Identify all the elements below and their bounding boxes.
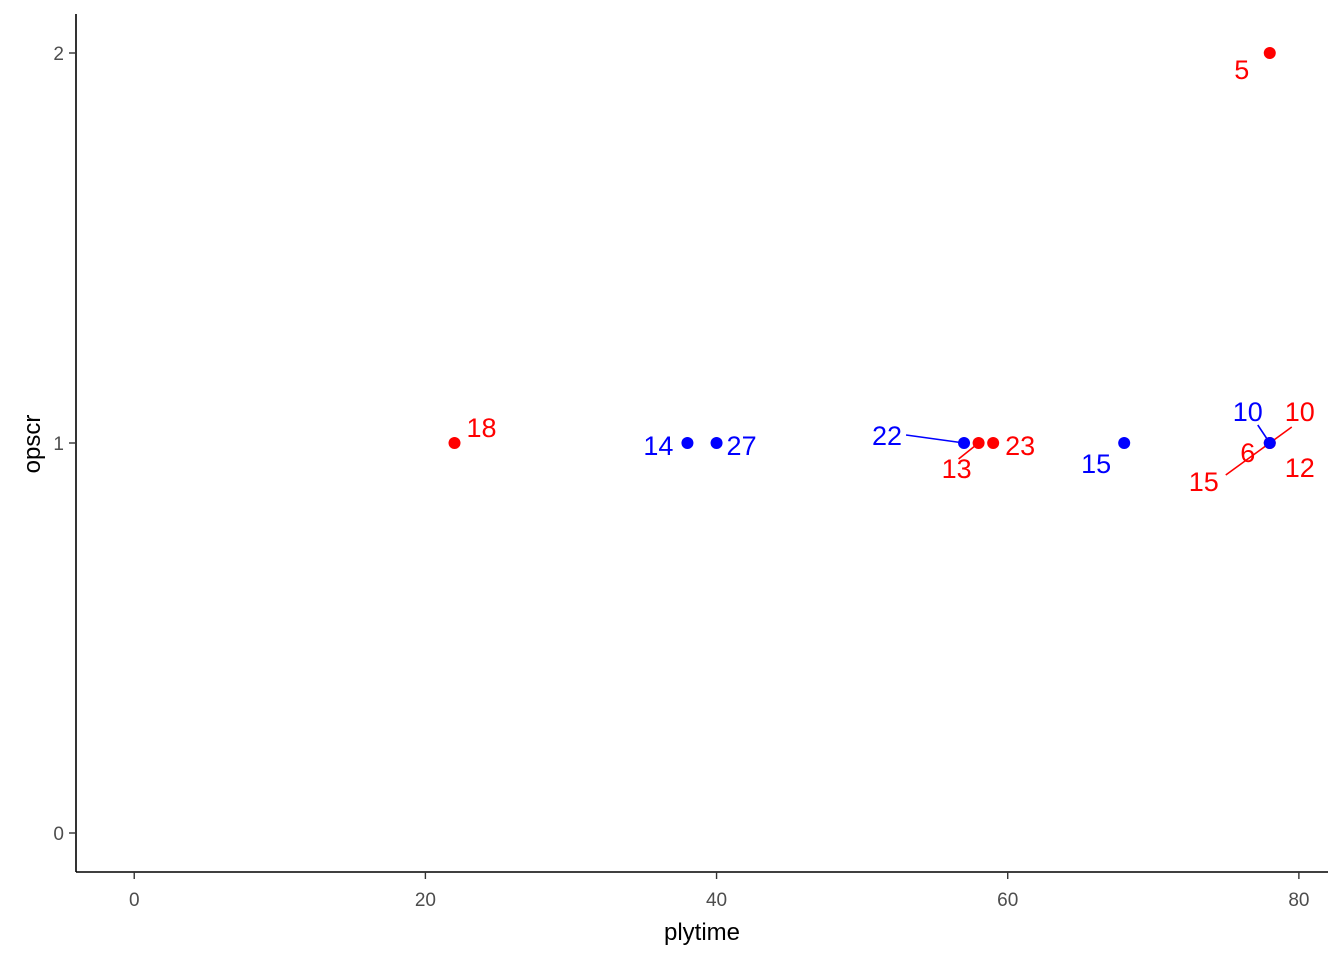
data-point [1118, 437, 1131, 449]
data-point [958, 437, 971, 449]
x-tick-label: 0 [129, 890, 140, 911]
y-tick-label: 0 [53, 824, 64, 845]
point-label: 27 [727, 431, 757, 461]
x-axis-title: plytime [664, 919, 740, 946]
points-layer [448, 47, 1276, 449]
x-tick-label: 40 [706, 890, 727, 911]
point-label: 22 [872, 421, 902, 451]
label-leader-line [1225, 442, 1271, 476]
point-labels-layer: 5 18 14 27 22 13 23 15 10 10 6 15 12 [467, 55, 1315, 497]
point-label: 12 [1285, 453, 1315, 483]
point-label: 5 [1234, 55, 1249, 85]
point-label: 6 [1240, 438, 1255, 468]
y-tick-label: 1 [53, 434, 64, 455]
label-leader-line [905, 434, 965, 444]
data-point [987, 437, 1000, 449]
x-tick-label: 20 [415, 890, 436, 911]
point-label: 23 [1005, 431, 1035, 461]
point-label: 15 [1189, 467, 1219, 497]
point-label: 18 [467, 413, 497, 443]
point-label: 15 [1081, 449, 1111, 479]
y-tick-label: 2 [53, 44, 64, 65]
point-label: 14 [643, 431, 673, 461]
x-tick-label: 60 [997, 890, 1018, 911]
x-tick-label: 80 [1288, 890, 1309, 911]
point-label: 10 [1233, 397, 1263, 427]
data-point [1263, 437, 1276, 449]
data-point [448, 437, 461, 449]
data-point [1263, 47, 1276, 59]
point-label: 13 [942, 454, 972, 484]
point-label: 10 [1285, 397, 1315, 427]
data-point [681, 437, 694, 449]
data-point [710, 437, 723, 449]
data-point [972, 437, 985, 449]
y-axis-title: opscr [19, 415, 46, 474]
